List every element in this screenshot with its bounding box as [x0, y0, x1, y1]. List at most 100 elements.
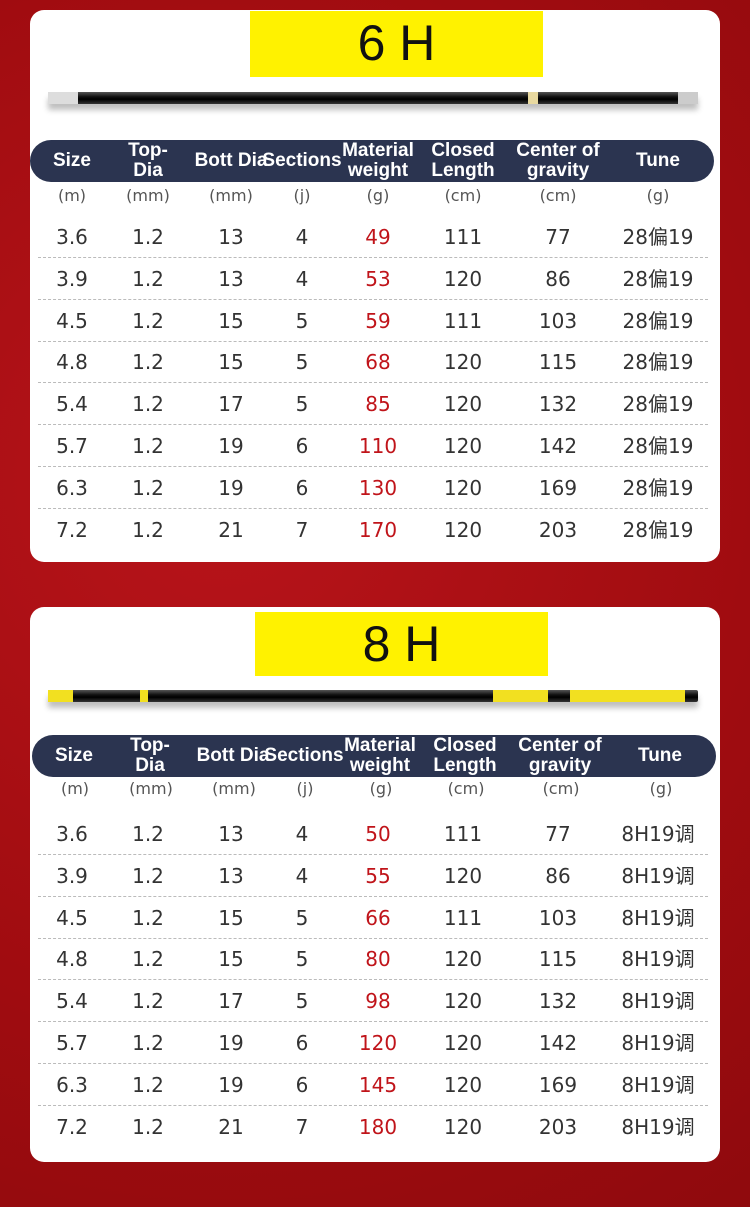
table-row: 3.9 1.2 13 4 55 120 86 8H19调: [38, 855, 708, 897]
table-cell: 6: [295, 1072, 309, 1097]
table-cell: 1.2: [132, 266, 164, 291]
table-row: 7.2 1.2 21 7 180 120 203 8H19调: [38, 1106, 708, 1148]
table-cell: 7: [295, 517, 309, 542]
table-cell: 1.2: [132, 308, 164, 333]
table-cell: 15: [218, 905, 244, 930]
table-cell: 13: [218, 225, 244, 249]
table-cell: 4: [295, 266, 309, 291]
table-cell: 103: [538, 308, 578, 333]
table-cell: 49: [365, 225, 391, 249]
table-cell: 120: [443, 350, 483, 375]
column-header: Top- Dia: [130, 735, 170, 776]
table-row: 5.4 1.2 17 5 98 120 132 8H19调: [38, 980, 708, 1023]
table-cell: 110: [358, 434, 398, 458]
table-row: 7.2 1.2 21 7 170 120 203 28偏19: [38, 509, 708, 551]
table-header: Size Top- Dia Bott Dia Sections Material wei…: [32, 735, 716, 777]
unit-label: (cm): [539, 186, 577, 205]
table-cell: 145: [358, 1072, 398, 1097]
table-cell: 8H19调: [621, 989, 695, 1014]
section-title: 6 H: [250, 11, 543, 77]
table-cell: 1.2: [132, 989, 164, 1014]
table-cell: 8H19调: [621, 1031, 695, 1055]
column-header: Sections: [262, 150, 342, 171]
table-cell: 77: [545, 225, 571, 249]
table-cell: 5: [295, 947, 309, 972]
table-cell: 19: [218, 1072, 244, 1097]
units-row: (m) (mm) (mm) (j) (g) (cm) (cm) (g): [30, 779, 720, 803]
table-cell: 4.5: [56, 905, 88, 930]
table-cell: 59: [365, 308, 391, 333]
table-cell: 1.2: [132, 947, 164, 972]
table-cell: 1.2: [132, 517, 164, 542]
table-cell: 80: [365, 947, 391, 972]
column-header: Closed Length: [431, 140, 495, 181]
table-row: 3.9 1.2 13 4 53 120 86 28偏19: [38, 258, 708, 300]
table-cell: 21: [218, 1114, 244, 1139]
rod-image-8h: [48, 690, 698, 702]
unit-label: (cm): [444, 186, 482, 205]
table-cell: 28偏19: [622, 308, 694, 333]
table-cell: 5: [295, 392, 309, 417]
table-cell: 120: [443, 863, 483, 888]
table-cell: 8H19调: [621, 822, 695, 846]
table-cell: 15: [218, 947, 244, 972]
table-cell: 3.6: [56, 822, 88, 846]
table-row: 3.6 1.2 13 4 50 111 77 8H19调: [38, 813, 708, 855]
table-cell: 28偏19: [622, 266, 694, 291]
table-cell: 132: [538, 392, 578, 417]
table-cell: 169: [538, 475, 578, 500]
column-header: Center of gravity: [516, 140, 600, 181]
column-header: Center of gravity: [518, 735, 602, 776]
table-cell: 1.2: [132, 1072, 164, 1097]
table-cell: 120: [443, 989, 483, 1014]
unit-label: (mm): [126, 186, 170, 205]
table-cell: 5: [295, 989, 309, 1014]
column-header: Size: [54, 745, 94, 766]
table-cell: 8H19调: [621, 1072, 695, 1097]
table-cell: 4.5: [56, 308, 88, 333]
table-cell: 8H19调: [621, 947, 695, 972]
table-cell: 130: [358, 475, 398, 500]
column-header: Material weight: [344, 735, 416, 776]
table-cell: 7.2: [56, 517, 88, 542]
table-cell: 53: [365, 266, 391, 291]
column-header: Size: [52, 150, 92, 171]
table-cell: 28偏19: [622, 475, 694, 500]
table-cell: 28偏19: [622, 350, 694, 375]
table-cell: 120: [443, 266, 483, 291]
table-cell: 13: [218, 863, 244, 888]
table-cell: 103: [538, 905, 578, 930]
table-row: 4.8 1.2 15 5 68 120 115 28偏19: [38, 341, 708, 384]
table-cell: 1.2: [132, 392, 164, 417]
table-cell: 1.2: [132, 350, 164, 375]
table-cell: 120: [443, 1114, 483, 1139]
column-header: Sections: [264, 745, 344, 766]
column-header: Bott Dia: [194, 150, 268, 171]
unit-label: (mm): [209, 186, 253, 205]
unit-label: (mm): [129, 779, 173, 798]
table-cell: 6.3: [56, 475, 88, 500]
unit-label: (j): [296, 779, 314, 798]
table-cell: 111: [443, 225, 483, 249]
table-cell: 111: [443, 308, 483, 333]
table-cell: 120: [358, 1031, 398, 1055]
table-cell: 180: [358, 1114, 398, 1139]
units-row: (m) (mm) (mm) (j) (g) (cm) (cm) (g): [30, 186, 720, 210]
unit-label: (g): [646, 186, 670, 205]
unit-label: (j): [293, 186, 311, 205]
table-cell: 4: [295, 822, 309, 846]
column-header: Closed Length: [433, 735, 497, 776]
table-cell: 5.7: [56, 434, 88, 458]
table-cell: 120: [443, 1031, 483, 1055]
column-header: Material weight: [342, 140, 414, 181]
unit-label: (g): [369, 779, 393, 798]
table-cell: 120: [443, 434, 483, 458]
rod-image-6h: [48, 92, 698, 104]
table-cell: 6: [295, 434, 309, 458]
table-cell: 13: [218, 266, 244, 291]
table-cell: 1.2: [132, 1114, 164, 1139]
column-header: Top- Dia: [128, 140, 168, 181]
table-cell: 169: [538, 1072, 578, 1097]
table-cell: 77: [545, 822, 571, 846]
table-cell: 19: [218, 1031, 244, 1055]
